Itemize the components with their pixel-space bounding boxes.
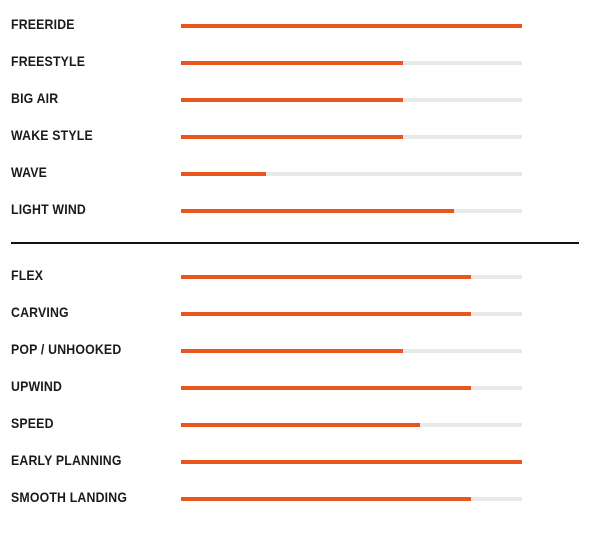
rating-row-wake-style: WAKE STYLE <box>0 119 592 156</box>
rating-track <box>181 24 522 28</box>
rating-track <box>181 275 522 279</box>
rating-label: SPEED <box>11 415 54 431</box>
rating-row-pop-unhooked: POP / UNHOOKED <box>0 333 592 370</box>
rating-fill <box>181 24 522 28</box>
section-divider <box>11 242 579 244</box>
rating-label: CARVING <box>11 304 69 320</box>
riding-styles-section: FREERIDE FREESTYLE BIG AIR WAKE STYLE WA… <box>0 8 592 230</box>
rating-fill <box>181 312 471 316</box>
rating-track <box>181 497 522 501</box>
rating-fill <box>181 172 267 176</box>
rating-fill <box>181 349 403 353</box>
rating-label: FREERIDE <box>11 16 75 32</box>
rating-fill <box>181 423 420 427</box>
rating-label: WAKE STYLE <box>11 127 93 143</box>
rating-row-freeride: FREERIDE <box>0 8 592 45</box>
rating-track <box>181 312 522 316</box>
rating-track <box>181 460 522 464</box>
rating-track <box>181 172 522 176</box>
rating-track <box>181 135 522 139</box>
rating-row-carving: CARVING <box>0 296 592 333</box>
rating-label: BIG AIR <box>11 90 59 106</box>
rating-track <box>181 98 522 102</box>
rating-label: LIGHT WIND <box>11 201 86 217</box>
rating-track <box>181 209 522 213</box>
rating-label: UPWIND <box>11 378 63 394</box>
rating-track <box>181 423 522 427</box>
rating-track <box>181 386 522 390</box>
rating-label: WAVE <box>11 164 48 180</box>
rating-fill <box>181 386 471 390</box>
rating-label: POP / UNHOOKED <box>11 341 122 357</box>
rating-row-light-wind: LIGHT WIND <box>0 193 592 230</box>
rating-row-wave: WAVE <box>0 156 592 193</box>
rating-fill <box>181 61 403 65</box>
rating-label: SMOOTH LANDING <box>11 489 128 505</box>
rating-row-big-air: BIG AIR <box>0 82 592 119</box>
rating-label: EARLY PLANNING <box>11 452 122 468</box>
rating-label: FLEX <box>11 267 44 283</box>
rating-fill <box>181 209 454 213</box>
rating-row-upwind: UPWIND <box>0 370 592 407</box>
rating-row-flex: FLEX <box>0 259 592 296</box>
rating-fill <box>181 497 471 501</box>
rating-track <box>181 349 522 353</box>
rating-fill <box>181 135 403 139</box>
rating-fill <box>181 460 522 464</box>
rating-row-early-planning: EARLY PLANNING <box>0 444 592 481</box>
characteristics-section: FLEX CARVING POP / UNHOOKED UPWIND SPEED… <box>0 259 592 518</box>
rating-row-speed: SPEED <box>0 407 592 444</box>
rating-fill <box>181 98 403 102</box>
rating-track <box>181 61 522 65</box>
rating-row-smooth-landing: SMOOTH LANDING <box>0 481 592 518</box>
rating-fill <box>181 275 471 279</box>
rating-row-freestyle: FREESTYLE <box>0 45 592 82</box>
rating-label: FREESTYLE <box>11 53 86 69</box>
